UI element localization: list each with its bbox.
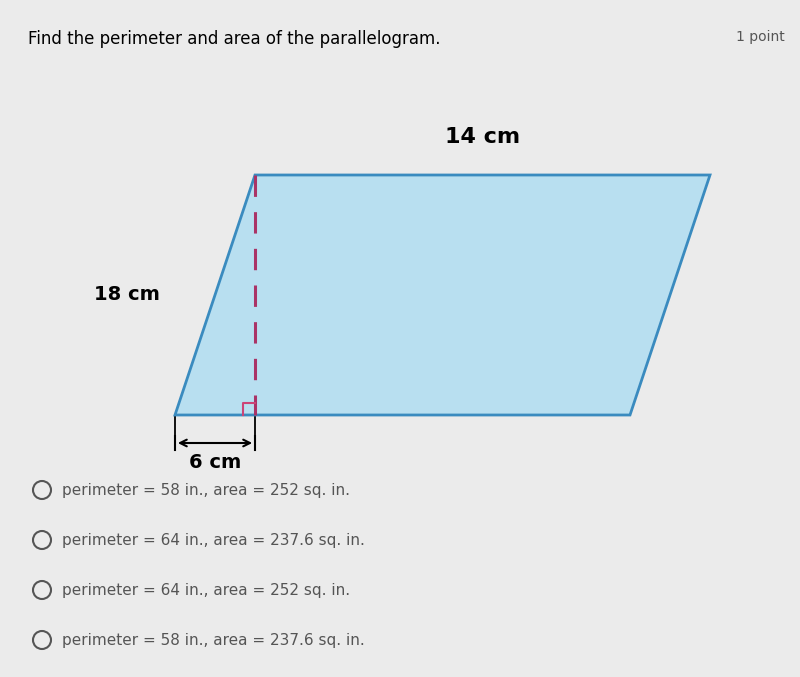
- Text: 14 cm: 14 cm: [445, 127, 520, 147]
- Polygon shape: [175, 175, 710, 415]
- Text: perimeter = 64 in., area = 252 sq. in.: perimeter = 64 in., area = 252 sq. in.: [62, 582, 350, 598]
- Text: perimeter = 58 in., area = 252 sq. in.: perimeter = 58 in., area = 252 sq. in.: [62, 483, 350, 498]
- Text: 6 cm: 6 cm: [189, 453, 241, 472]
- Text: perimeter = 58 in., area = 237.6 sq. in.: perimeter = 58 in., area = 237.6 sq. in.: [62, 632, 365, 647]
- Text: 18 cm: 18 cm: [94, 286, 160, 305]
- Text: Find the perimeter and area of the parallelogram.: Find the perimeter and area of the paral…: [28, 30, 441, 48]
- Text: perimeter = 64 in., area = 237.6 sq. in.: perimeter = 64 in., area = 237.6 sq. in.: [62, 533, 365, 548]
- Text: 1 point: 1 point: [736, 30, 785, 44]
